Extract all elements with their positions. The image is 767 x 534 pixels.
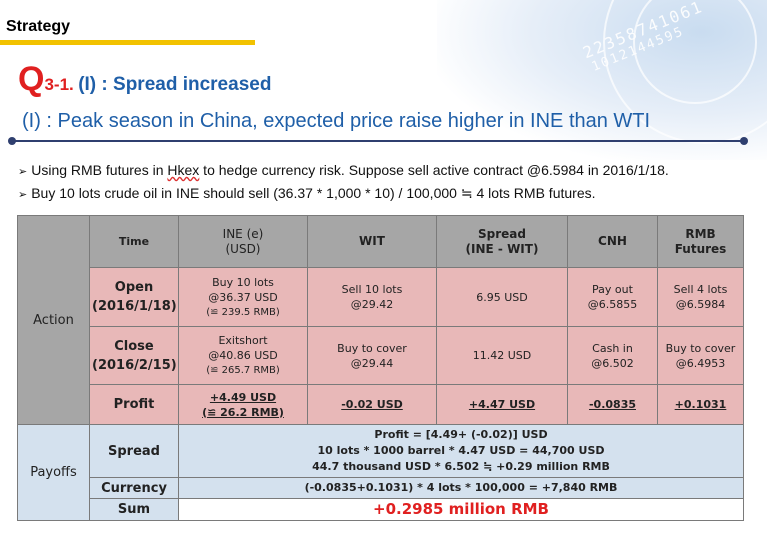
close-rmb-futures: Buy to cover @6.4953 bbox=[657, 326, 744, 385]
open-label: Open (2016/1/18) bbox=[89, 267, 179, 327]
profit-cnh: -0.0835 bbox=[567, 384, 658, 425]
close-wit: Buy to cover @29.44 bbox=[307, 326, 437, 385]
spread-payoff-formula: Profit = [4.49+ (-0.02)] USD 10 lots * 1… bbox=[178, 424, 744, 478]
question-title: Q3-1. (I) : Spread increased bbox=[18, 60, 271, 99]
table-row-close: Close (2016/2/15) Exitshort @40.86 USD (… bbox=[18, 326, 744, 385]
header-rmb-futures: RMB Futures bbox=[657, 215, 744, 268]
decorative-ring bbox=[633, 0, 757, 104]
close-spread: 11.42 USD bbox=[436, 326, 568, 385]
header-wit: WIT bbox=[307, 215, 437, 268]
header-cnh: CNH bbox=[567, 215, 658, 268]
profit-wit: -0.02 USD bbox=[307, 384, 437, 425]
bullet-item: ➢ Buy 10 lots crude oil in INE should sel… bbox=[18, 185, 596, 201]
arrow-bullet-icon: ➢ bbox=[18, 189, 28, 201]
arrow-bullet-icon: ➢ bbox=[18, 166, 28, 178]
header-decoration: 22358741061 1012144595 bbox=[437, 0, 767, 160]
sum-label: Sum bbox=[89, 498, 179, 521]
close-label: Close (2016/2/15) bbox=[89, 326, 179, 385]
header-spread: Spread (INE - WIT) bbox=[436, 215, 568, 268]
action-label: Action bbox=[17, 215, 90, 425]
open-rmb-futures: Sell 4 lots @6.5984 bbox=[657, 267, 744, 327]
bullet-item: ➢ Using RMB futures in Hkex to hedge curr… bbox=[18, 162, 669, 178]
rule-dot-right bbox=[740, 137, 748, 145]
table-row-spread-payoff: Payoffs Spread Profit = [4.49+ (-0.02)] … bbox=[17, 424, 744, 521]
table-row-open: Open (2016/1/18) Buy 10 lots @36.37 USD … bbox=[18, 267, 744, 327]
profit-rmb-futures: +0.1031 bbox=[657, 384, 744, 425]
profit-spread: +4.47 USD bbox=[436, 384, 568, 425]
close-cnh: Cash in @6.502 bbox=[567, 326, 658, 385]
hkex-term: Hkex bbox=[167, 162, 200, 178]
currency-payoff-formula: (-0.0835+0.1031) * 4 lots * 100,000 = +7… bbox=[178, 477, 744, 499]
close-ine: Exitshort @40.86 USD (≌ 265.7 RMB) bbox=[178, 326, 308, 385]
open-cnh: Pay out @6.5855 bbox=[567, 267, 658, 327]
spread-payoff-label: Spread bbox=[89, 424, 179, 478]
bullet-list: ➢ Using RMB futures in Hkex to hedge curr… bbox=[18, 160, 767, 206]
question-number: 3-1. bbox=[44, 75, 74, 94]
currency-payoff-label: Currency bbox=[89, 477, 179, 499]
profit-ine: +4.49 USD (≌ 26.2 RMB) bbox=[178, 384, 308, 425]
table-row-sum: Sum +0.2985 million RMB bbox=[18, 498, 744, 521]
section-label: Strategy bbox=[6, 18, 71, 35]
subtitle-rule bbox=[12, 140, 746, 142]
table-row-profit: Profit +4.49 USD (≌ 26.2 RMB) -0.02 USD … bbox=[18, 384, 744, 425]
section-underline bbox=[0, 40, 255, 45]
question-letter: Q bbox=[18, 60, 45, 98]
payoffs-label: Payoffs bbox=[17, 424, 90, 521]
subtitle: (I) : Peak season in China, expected pri… bbox=[22, 110, 651, 132]
header-ine: INE (e) (USD) bbox=[178, 215, 308, 268]
header-time: Time bbox=[89, 215, 179, 268]
profit-label: Profit bbox=[89, 384, 179, 425]
rule-dot-left bbox=[8, 137, 16, 145]
strategy-table: Action Time INE (e) (USD) WIT Spread (IN… bbox=[17, 215, 744, 521]
sum-value: +0.2985 million RMB bbox=[178, 498, 744, 521]
table-header-row: Action Time INE (e) (USD) WIT Spread (IN… bbox=[17, 215, 744, 425]
table-row-currency-payoff: Currency (-0.0835+0.1031) * 4 lots * 100… bbox=[18, 477, 744, 499]
question-heading: (I) : Spread increased bbox=[78, 74, 272, 95]
open-spread: 6.95 USD bbox=[436, 267, 568, 327]
open-wit: Sell 10 lots @29.42 bbox=[307, 267, 437, 327]
open-ine: Buy 10 lots @36.37 USD (≌ 239.5 RMB) bbox=[178, 267, 308, 327]
